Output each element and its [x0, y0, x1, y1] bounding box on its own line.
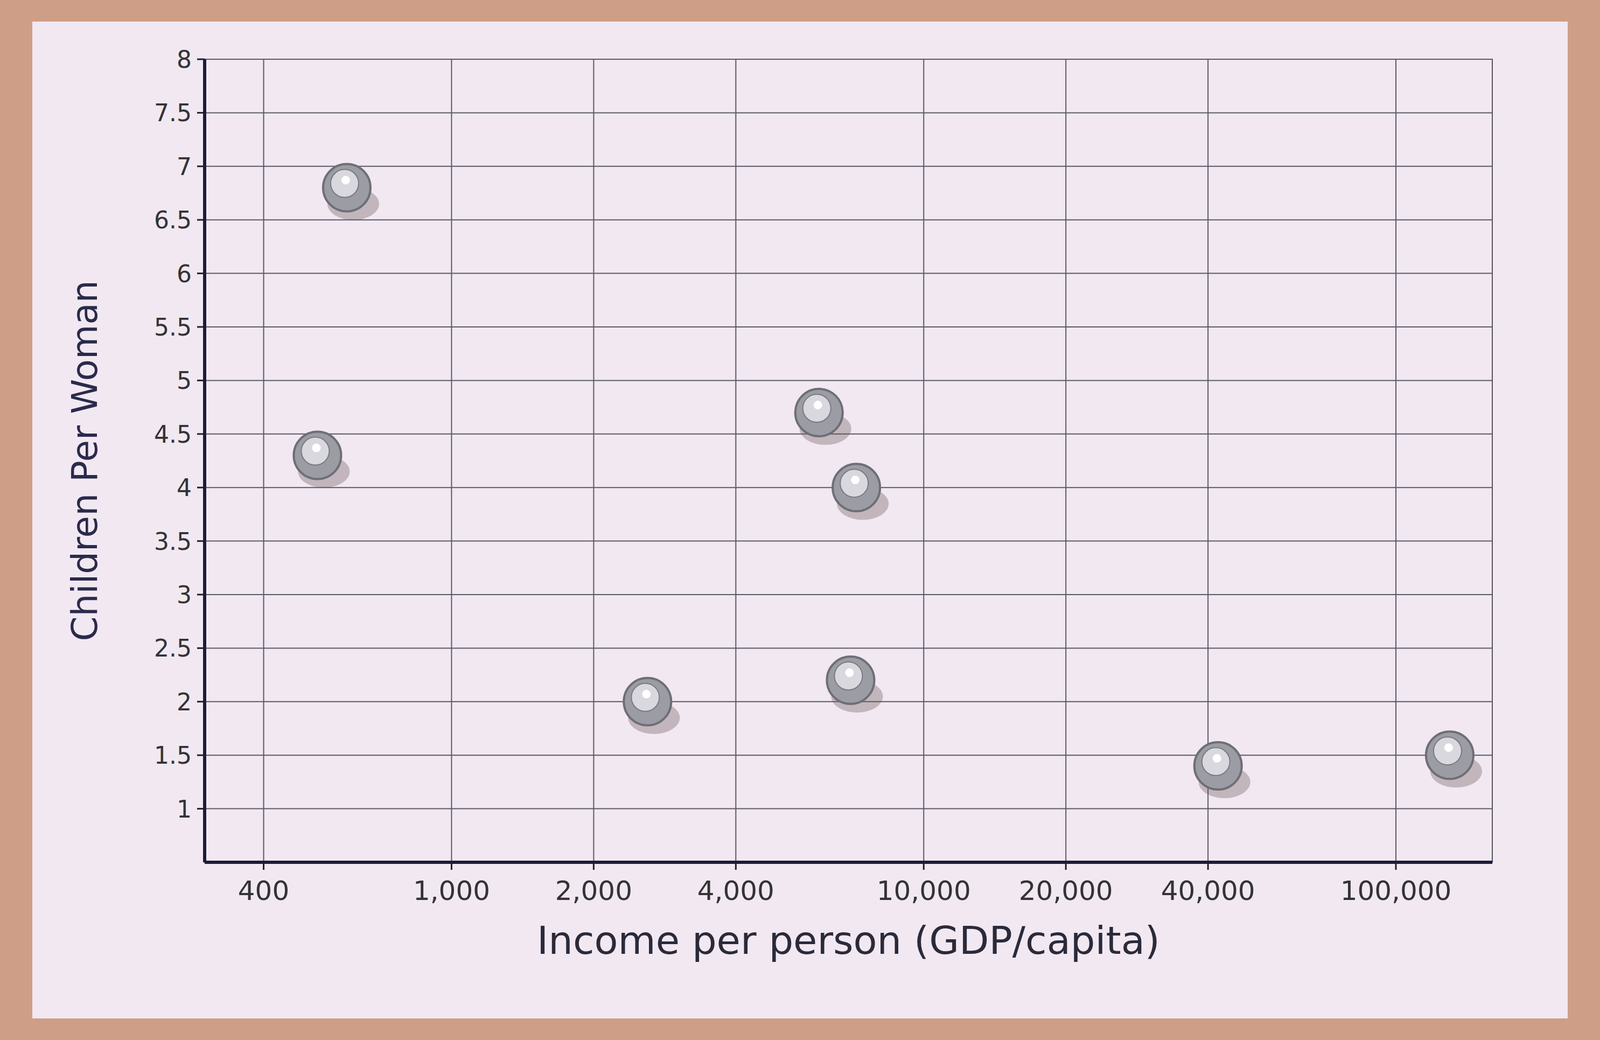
- grid-line: [204, 273, 1493, 275]
- tick-label: 1,000: [413, 875, 491, 907]
- tick-label: 20,000: [1018, 875, 1114, 907]
- tick-label: 6: [176, 260, 192, 288]
- tick-label: 7: [176, 152, 192, 181]
- table: [0, 0, 1600, 1040]
- tick-label: 4,000: [697, 875, 775, 907]
- point-group: [832, 463, 889, 520]
- grid-line: [204, 165, 1493, 167]
- grid-line: [204, 594, 1493, 596]
- tick-label: 5.5: [154, 313, 192, 341]
- point-glint: [341, 176, 351, 185]
- grid-line: [1065, 59, 1067, 863]
- y-axis: [203, 59, 207, 863]
- tick-label: 1.5: [154, 741, 192, 770]
- point-group: [293, 431, 350, 488]
- grid-line: [204, 326, 1493, 328]
- grid-line: [592, 59, 595, 863]
- point-group: [1426, 731, 1483, 788]
- tick-label: 8: [176, 45, 192, 74]
- point: [293, 431, 341, 480]
- point-glint: [813, 400, 823, 410]
- tick-label: 4.5: [154, 420, 192, 449]
- point-group: [826, 656, 883, 713]
- grid-line: [204, 647, 1493, 649]
- point-group: [795, 388, 852, 445]
- grid-line: [450, 59, 452, 863]
- grid-line: [204, 379, 1493, 381]
- tick-label: 3: [176, 581, 192, 609]
- grid-line: [204, 540, 1493, 542]
- point-group: [1194, 742, 1251, 799]
- point: [826, 656, 875, 704]
- paper: [32, 21, 1568, 1019]
- chart: 1 1.5 2 2.5 3 3.5 4 4.5 5 5.5 6 6.5 7 7.5 8 400 1,000 2,0…: [0, 0, 1600, 1040]
- tick-label: 400: [238, 875, 290, 907]
- grid-line: [204, 808, 1493, 810]
- point: [832, 463, 880, 512]
- tick-label: 100,000: [1340, 875, 1452, 907]
- point-highlight: [631, 683, 660, 712]
- point: [323, 164, 371, 212]
- grid-line: [1207, 59, 1209, 863]
- point: [1426, 731, 1474, 779]
- tick-label: 3.5: [154, 527, 192, 556]
- x-axis: [204, 860, 1493, 864]
- point-highlight: [1202, 747, 1231, 776]
- point-glint: [850, 475, 860, 485]
- point-group: [623, 678, 680, 735]
- point-glint: [641, 689, 651, 699]
- grid-line: [923, 59, 925, 863]
- points: [293, 164, 1482, 799]
- point-glint: [844, 668, 854, 677]
- tick-label: 2.5: [154, 634, 192, 662]
- point-group: [323, 164, 380, 221]
- tick-label: 7.5: [154, 99, 192, 127]
- tick-label: 2,000: [555, 875, 633, 907]
- point: [795, 388, 843, 437]
- grid-line: [204, 58, 1493, 60]
- plot-frame: [204, 59, 1493, 863]
- point-highlight: [330, 169, 359, 198]
- x-axis-title: Income per person (GDP/capita): [536, 917, 1161, 963]
- grid-line: [204, 219, 1493, 221]
- point-glint: [311, 443, 321, 453]
- point: [623, 678, 672, 726]
- point: [1194, 742, 1242, 790]
- point-highlight: [834, 661, 863, 690]
- grid-line: [263, 59, 265, 863]
- tick-label: 5: [176, 366, 192, 395]
- grid-line: [204, 112, 1493, 114]
- grid-line: [735, 59, 737, 863]
- point-highlight: [301, 437, 330, 466]
- point-glint: [1212, 753, 1222, 763]
- grid-line: [204, 754, 1493, 756]
- point-glint: [1444, 743, 1453, 752]
- tick-label: 40,000: [1161, 875, 1256, 907]
- point-highlight: [1433, 736, 1462, 765]
- grid-line: [1395, 59, 1397, 863]
- point-highlight: [802, 394, 831, 423]
- tick-label: 6.5: [154, 206, 192, 234]
- tick-label: 10,000: [876, 875, 971, 907]
- point-highlight: [840, 469, 869, 498]
- y-axis-title: Children Per Woman: [64, 280, 106, 641]
- tick-label: 4: [176, 473, 192, 502]
- tick-label: 2: [176, 688, 192, 716]
- tick-label: 1: [176, 795, 192, 823]
